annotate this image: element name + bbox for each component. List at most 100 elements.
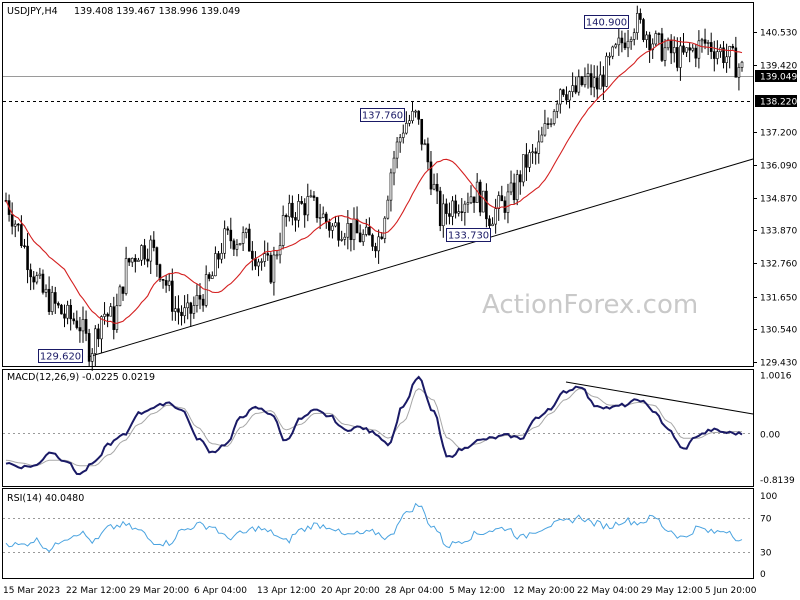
candle-body: [284, 215, 288, 218]
watermark: ActionForex.com: [482, 290, 698, 320]
candle-body: [275, 254, 279, 257]
candle-body: [712, 51, 716, 59]
candle-body: [35, 275, 39, 283]
candle-body: [398, 137, 402, 143]
candle-body: [697, 40, 701, 59]
candle-body: [417, 110, 420, 120]
price-header-ohlc: 139.408 139.467 138.996 139.049: [74, 6, 240, 17]
macd-tick: 1.0016: [760, 372, 792, 382]
candle-body: [134, 258, 137, 262]
candle-body: [555, 103, 559, 112]
candle-body: [685, 47, 688, 53]
candle-body: [420, 118, 424, 145]
annotation-133730: 133.730: [446, 228, 491, 242]
candle-body: [244, 228, 248, 234]
candle-body: [531, 151, 534, 154]
x-tick-label: 5 May 12:00: [449, 586, 505, 596]
candle-body: [371, 234, 374, 247]
candle-body: [368, 226, 371, 236]
candle-body: [669, 39, 673, 54]
candle-body: [118, 286, 122, 307]
candle-body: [38, 273, 42, 277]
candle-body: [149, 239, 153, 262]
candle-body: [291, 202, 294, 218]
candle-body: [478, 181, 482, 213]
candle-body: [355, 218, 359, 234]
x-tick-label: 22 Mar 12:00: [66, 586, 126, 596]
candle-body: [84, 319, 88, 334]
candle-body: [23, 245, 26, 248]
candle-body: [648, 34, 651, 51]
x-tick-label: 28 Apr 04:00: [385, 586, 444, 596]
candle-body: [257, 261, 260, 267]
candle-body: [13, 223, 17, 227]
candlestick-series: [4, 5, 744, 371]
candle-body: [509, 182, 513, 193]
candle-body: [389, 172, 393, 201]
candle-body: [654, 33, 658, 45]
price-tick: 129.430: [760, 359, 797, 369]
candle-body: [380, 236, 383, 239]
candle-body: [491, 223, 494, 227]
candle-body: [103, 313, 106, 317]
candle-body: [614, 44, 618, 48]
candle-body: [688, 47, 691, 51]
candle-body: [676, 47, 679, 68]
candle-body: [115, 305, 119, 330]
macd-main-line: [5, 375, 743, 476]
candle-body: [152, 239, 156, 248]
candle-body: [645, 34, 648, 40]
candle-body: [100, 316, 103, 340]
candle-body: [463, 203, 467, 213]
candle-body: [66, 304, 69, 319]
candle-body: [343, 236, 347, 240]
candle-body: [580, 76, 584, 86]
candle-body: [223, 228, 226, 254]
candle-body: [269, 254, 273, 283]
candle-body: [414, 110, 417, 113]
candle-body: [734, 47, 738, 78]
candle-body: [47, 288, 51, 312]
candle-body: [451, 200, 454, 217]
candle-body: [63, 313, 66, 319]
candle-body: [592, 77, 596, 88]
candle-body: [583, 76, 587, 86]
last-price-badge: [755, 70, 797, 82]
candle-body: [232, 240, 236, 250]
candle-body: [682, 45, 685, 53]
candle-body: [352, 218, 356, 241]
rsi-tick: 30: [760, 549, 772, 559]
candle-body: [78, 327, 82, 332]
candle-body: [180, 311, 183, 317]
candle-body: [281, 215, 285, 246]
x-tick-label: 5 Jun 20:00: [705, 586, 757, 596]
candle-body: [124, 258, 128, 294]
x-tick-label: 29 Mar 20:00: [129, 586, 189, 596]
candle-body: [500, 195, 504, 202]
candle-body: [32, 276, 36, 283]
candle-body: [137, 259, 140, 262]
candle-body: [494, 208, 497, 225]
candle-body: [17, 223, 20, 226]
candle-body: [666, 39, 670, 49]
candle-body: [247, 228, 251, 252]
candle-body: [691, 47, 695, 51]
rsi-line: [5, 502, 743, 553]
candle-body: [69, 304, 72, 320]
candle-body: [297, 201, 300, 221]
svg-text:133.730: 133.730: [448, 231, 489, 242]
level-badge: [755, 95, 797, 107]
candle-body: [457, 211, 460, 214]
candle-body: [60, 304, 63, 315]
candle-body: [660, 33, 664, 61]
candle-body: [195, 295, 199, 306]
candle-body: [605, 55, 608, 87]
candle-body: [515, 174, 519, 201]
candle-body: [167, 280, 171, 286]
candle-body: [303, 203, 307, 216]
candle-body: [374, 246, 377, 252]
candle-body: [164, 280, 168, 286]
price-y-axis: 140.530 139.420 137.200 136.090 134.870 …: [753, 29, 797, 369]
price-tick: 133.870: [760, 227, 797, 237]
candle-body: [429, 161, 433, 190]
